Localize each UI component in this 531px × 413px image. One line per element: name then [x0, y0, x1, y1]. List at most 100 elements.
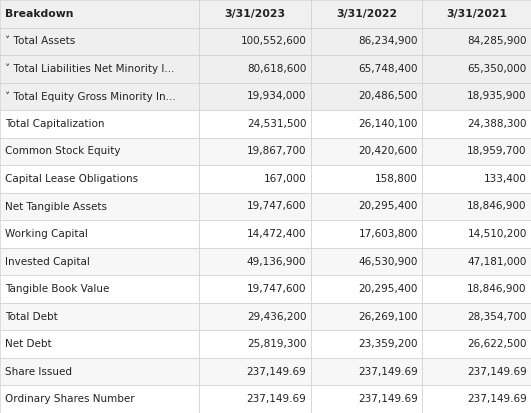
Bar	[199, 55, 311, 83]
Text: 237,149.69: 237,149.69	[246, 394, 306, 404]
Bar	[422, 165, 531, 193]
Text: 24,388,300: 24,388,300	[467, 119, 527, 129]
Text: 19,747,600: 19,747,600	[247, 284, 306, 294]
Bar	[0, 358, 199, 385]
Bar	[422, 83, 531, 110]
Bar	[422, 138, 531, 165]
Bar	[311, 83, 422, 110]
Bar	[0, 165, 199, 193]
Bar	[422, 330, 531, 358]
Bar	[311, 55, 422, 83]
Text: 3/31/2023: 3/31/2023	[224, 9, 286, 19]
Bar	[199, 303, 311, 330]
Bar	[311, 0, 422, 28]
Bar	[199, 358, 311, 385]
Bar	[311, 110, 422, 138]
Bar	[199, 275, 311, 303]
Bar	[0, 0, 199, 28]
Text: Net Tangible Assets: Net Tangible Assets	[5, 202, 107, 211]
Bar	[422, 275, 531, 303]
Bar	[0, 138, 199, 165]
Bar	[199, 248, 311, 275]
Bar	[0, 330, 199, 358]
Bar	[199, 138, 311, 165]
Text: 14,510,200: 14,510,200	[467, 229, 527, 239]
Text: 29,436,200: 29,436,200	[247, 312, 306, 322]
Bar	[0, 28, 199, 55]
Bar	[422, 110, 531, 138]
Text: Invested Capital: Invested Capital	[5, 256, 90, 266]
Bar	[0, 83, 199, 110]
Text: Total Capitalization: Total Capitalization	[5, 119, 105, 129]
Bar	[199, 220, 311, 248]
Text: 100,552,600: 100,552,600	[241, 36, 306, 46]
Text: 65,350,000: 65,350,000	[467, 64, 527, 74]
Text: Share Issued: Share Issued	[5, 367, 72, 377]
Bar	[0, 110, 199, 138]
Text: 19,747,600: 19,747,600	[247, 202, 306, 211]
Bar	[311, 303, 422, 330]
Bar	[0, 303, 199, 330]
Text: 167,000: 167,000	[263, 174, 306, 184]
Text: Working Capital: Working Capital	[5, 229, 88, 239]
Text: 86,234,900: 86,234,900	[358, 36, 418, 46]
Bar	[311, 275, 422, 303]
Bar	[422, 55, 531, 83]
Text: Breakdown: Breakdown	[5, 9, 74, 19]
Text: 133,400: 133,400	[484, 174, 527, 184]
Text: 237,149.69: 237,149.69	[467, 367, 527, 377]
Text: 46,530,900: 46,530,900	[358, 256, 418, 266]
Text: 47,181,000: 47,181,000	[467, 256, 527, 266]
Bar	[311, 193, 422, 220]
Text: 25,819,300: 25,819,300	[247, 339, 306, 349]
Text: 237,149.69: 237,149.69	[246, 367, 306, 377]
Text: 84,285,900: 84,285,900	[467, 36, 527, 46]
Text: Total Debt: Total Debt	[5, 312, 58, 322]
Bar	[422, 303, 531, 330]
Bar	[422, 28, 531, 55]
Bar	[311, 165, 422, 193]
Bar	[0, 248, 199, 275]
Text: 158,800: 158,800	[375, 174, 418, 184]
Text: 49,136,900: 49,136,900	[247, 256, 306, 266]
Text: 23,359,200: 23,359,200	[358, 339, 418, 349]
Text: 80,618,600: 80,618,600	[247, 64, 306, 74]
Bar	[0, 275, 199, 303]
Text: 20,486,500: 20,486,500	[358, 91, 418, 101]
Text: Tangible Book Value: Tangible Book Value	[5, 284, 110, 294]
Bar	[422, 385, 531, 413]
Text: 26,622,500: 26,622,500	[467, 339, 527, 349]
Bar	[311, 330, 422, 358]
Text: 18,959,700: 18,959,700	[467, 147, 527, 157]
Bar	[422, 193, 531, 220]
Text: Capital Lease Obligations: Capital Lease Obligations	[5, 174, 139, 184]
Text: ˅ Total Assets: ˅ Total Assets	[5, 36, 75, 46]
Bar	[311, 248, 422, 275]
Text: 19,867,700: 19,867,700	[247, 147, 306, 157]
Bar	[311, 220, 422, 248]
Bar	[199, 83, 311, 110]
Text: 20,295,400: 20,295,400	[358, 202, 418, 211]
Bar	[199, 28, 311, 55]
Bar	[199, 110, 311, 138]
Text: 20,295,400: 20,295,400	[358, 284, 418, 294]
Text: Net Debt: Net Debt	[5, 339, 52, 349]
Text: 237,149.69: 237,149.69	[358, 367, 418, 377]
Bar	[422, 248, 531, 275]
Bar	[311, 385, 422, 413]
Text: 19,934,000: 19,934,000	[247, 91, 306, 101]
Bar	[422, 220, 531, 248]
Text: 26,140,100: 26,140,100	[358, 119, 418, 129]
Text: 3/31/2022: 3/31/2022	[336, 9, 397, 19]
Text: 18,846,900: 18,846,900	[467, 284, 527, 294]
Text: 28,354,700: 28,354,700	[467, 312, 527, 322]
Text: 14,472,400: 14,472,400	[247, 229, 306, 239]
Bar	[311, 358, 422, 385]
Text: 26,269,100: 26,269,100	[358, 312, 418, 322]
Text: Common Stock Equity: Common Stock Equity	[5, 147, 121, 157]
Text: 237,149.69: 237,149.69	[467, 394, 527, 404]
Bar	[311, 138, 422, 165]
Text: 18,935,900: 18,935,900	[467, 91, 527, 101]
Bar	[0, 385, 199, 413]
Bar	[311, 28, 422, 55]
